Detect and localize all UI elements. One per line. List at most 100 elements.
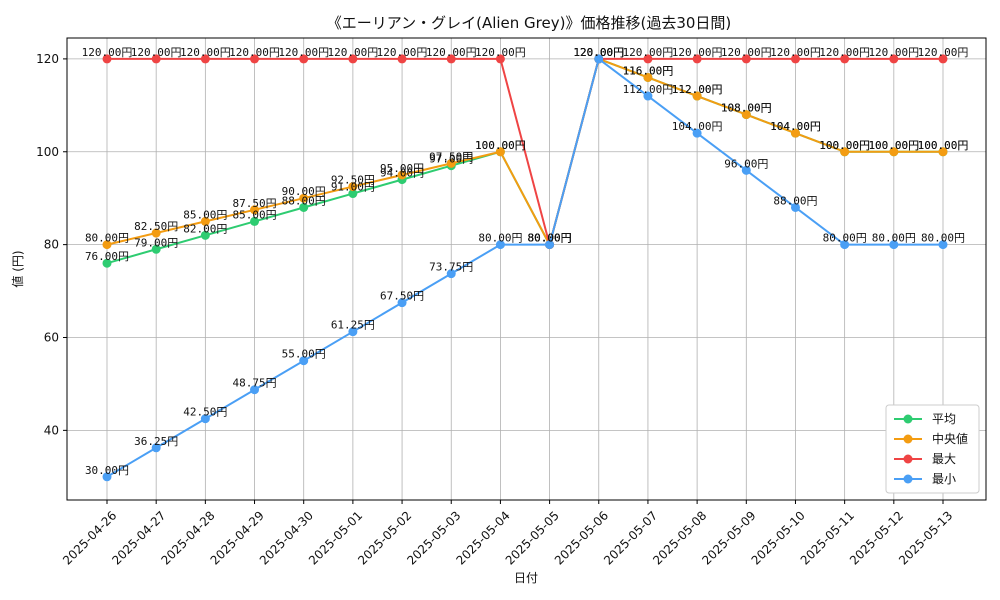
data-point (840, 240, 850, 250)
series-group (102, 54, 948, 482)
data-point (200, 414, 210, 424)
data-label: 108.00円 (721, 102, 772, 115)
data-label: 87.50円 (232, 197, 276, 210)
data-point (102, 240, 112, 250)
data-label: 94.00円 (380, 167, 424, 180)
data-label: 82.50円 (134, 220, 178, 233)
data-point (692, 54, 702, 64)
data-label: 116.00円 (623, 64, 674, 77)
data-label: 108.00円 (721, 102, 772, 115)
data-label: 120.00円 (573, 46, 624, 59)
data-label: 80.00円 (528, 232, 572, 245)
data-label: 82.00円 (183, 222, 227, 235)
data-point (348, 54, 358, 64)
data-label: 61.25円 (331, 319, 375, 332)
y-tick-label: 60 (44, 330, 59, 344)
data-label: 95.00円 (380, 162, 424, 175)
data-point (200, 216, 210, 226)
data-label: 100.00円 (475, 139, 526, 152)
data-point (200, 230, 210, 240)
data-point (397, 54, 407, 64)
series-3 (102, 54, 948, 482)
data-label: 85.00円 (183, 208, 227, 221)
y-tick-label: 40 (44, 423, 59, 437)
data-label: 120.00円 (377, 46, 428, 59)
data-labels: 76.00円79.00円82.00円85.00円88.00円91.00円94.0… (82, 46, 969, 477)
data-label: 88.00円 (282, 194, 326, 207)
data-label: 55.00円 (282, 348, 326, 361)
data-point (790, 202, 800, 212)
legend-label: 最小 (932, 472, 956, 486)
data-point (495, 240, 505, 250)
data-label: 100.00円 (819, 139, 870, 152)
data-point (889, 54, 899, 64)
y-tick-label: 80 (44, 238, 59, 252)
data-label: 120.00円 (819, 46, 870, 59)
data-label: 120.00円 (770, 46, 821, 59)
legend-item: 最大 (894, 452, 956, 466)
data-label: 76.00円 (85, 250, 129, 263)
data-label: 100.00円 (918, 139, 969, 152)
data-point (151, 228, 161, 238)
data-label: 85.00円 (232, 208, 276, 221)
data-point (250, 216, 260, 226)
data-label: 100.00円 (918, 139, 969, 152)
data-label: 112.00円 (672, 83, 723, 96)
data-label: 48.75円 (232, 377, 276, 390)
data-point (495, 147, 505, 157)
data-label: 80.00円 (85, 232, 129, 245)
data-point (840, 147, 850, 157)
series-line (106, 57, 943, 248)
data-label: 120.00円 (328, 46, 379, 59)
data-point (790, 54, 800, 64)
data-label: 80.00円 (528, 232, 572, 245)
data-point (250, 385, 260, 395)
data-point (790, 128, 800, 138)
series-line (106, 57, 943, 265)
data-point (151, 244, 161, 254)
data-label: 42.50円 (183, 406, 227, 419)
legend-label: 中央値 (932, 431, 968, 446)
data-point (348, 182, 358, 192)
data-label: 120.00円 (623, 46, 674, 59)
series-line (107, 57, 943, 249)
data-label: 96.00円 (724, 157, 768, 170)
data-label: 120.00円 (573, 46, 624, 59)
grid (67, 38, 986, 500)
data-point (151, 54, 161, 64)
data-label: 120.00円 (868, 46, 919, 59)
data-label: 120.00円 (82, 46, 133, 59)
data-label: 112.00円 (672, 83, 723, 96)
data-point (348, 189, 358, 199)
data-label: 97.50円 (429, 150, 473, 163)
data-label: 88.00円 (773, 194, 817, 207)
series-0 (102, 54, 948, 268)
data-point (348, 327, 358, 337)
data-label: 120.00円 (229, 46, 280, 59)
data-label: 116.00円 (623, 64, 674, 77)
data-label: 120.00円 (573, 46, 624, 59)
data-point (102, 54, 112, 64)
data-point (299, 54, 309, 64)
data-point (446, 158, 456, 168)
data-point (250, 54, 260, 64)
data-point (299, 193, 309, 203)
x-axis-label: 日付 (514, 571, 538, 585)
data-point (102, 258, 112, 268)
chart-title: 《エーリアン・グレイ(Alien Grey)》価格推移(過去30日間) (327, 14, 732, 32)
data-point (938, 147, 948, 157)
legend-marker (903, 434, 913, 444)
legend-frame (885, 404, 980, 494)
data-label: 90.00円 (282, 185, 326, 198)
legend-marker (903, 474, 913, 484)
data-label: 79.00円 (134, 236, 178, 249)
data-label: 120.00円 (573, 46, 624, 59)
data-point (200, 54, 210, 64)
data-label: 80.00円 (921, 232, 965, 245)
data-point (741, 165, 751, 175)
data-point (102, 472, 112, 482)
data-label: 120.00円 (918, 46, 969, 59)
